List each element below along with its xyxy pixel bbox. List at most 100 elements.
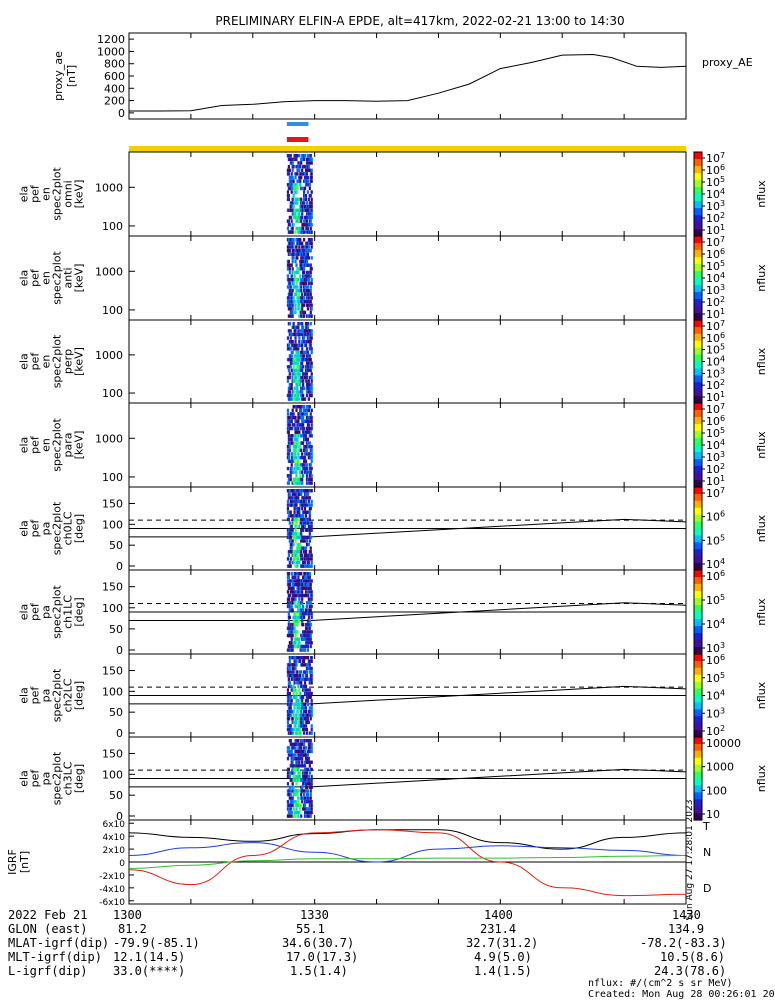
spectrogram-pixel [309,194,312,198]
colorbar-tick-label: 106 [706,414,725,428]
spectrogram-pixel [302,379,305,383]
spectrogram-pixel [304,281,308,286]
spectrogram-pixel [289,706,292,710]
spectrogram-pixel [289,496,292,500]
spectrogram-pixel [295,281,298,286]
spectrogram-pixel [310,810,313,815]
colorbar-tick-label: 104 [706,438,725,452]
spectrogram-pixel [287,197,290,202]
spectrogram-pixel [303,405,306,409]
spectrogram-pixel [303,204,307,209]
colorbar-tick-label: 104 [706,187,725,201]
spectrogram-pixel [290,699,293,703]
spectrogram-pixel [300,248,303,253]
spectrogram-pixel [291,208,294,212]
spectrogram-pixel [303,296,306,300]
spectrogram-pixel [310,557,313,561]
spectrogram-pixel [303,593,307,598]
colorbar-segment [694,757,702,762]
spectrogram-pixel [305,299,309,304]
spectrogram-pixel [307,256,310,260]
spectrogram-pixel [293,514,296,518]
spectrogram-pixel [306,226,310,231]
spectrogram-pixel [292,586,295,590]
spectrogram-pixel [306,161,310,165]
spectrogram-pixel [300,532,303,536]
spectrogram-pixel [300,332,303,337]
spectrogram-pixel [298,397,301,401]
spectrogram-pixel [291,212,294,216]
spectrogram-pixel [296,183,299,187]
colorbar-tick-label: 106 [706,247,725,261]
spectrogram-pixel [294,343,297,347]
spectrogram-pixel [297,419,300,423]
spectrogram-pixel [297,238,300,242]
colorbar-tick-label: 101 [706,474,725,488]
spectrogram-pixel [305,375,309,380]
spectrogram-pixel [291,307,294,311]
spectrogram-pixel [290,764,293,768]
spectrogram-pixel [300,408,303,413]
spectrogram-pixel [309,219,312,223]
y-tick-label: 600 [104,70,125,83]
spectrogram-pixel [304,514,308,518]
spectrogram-pixel [286,727,290,732]
colorbar-frame [693,736,703,821]
spectrogram-pixel [304,343,308,347]
spectrogram-pixel [293,481,296,485]
spectrogram-pixel [300,681,303,685]
spectrogram-pixel [293,466,296,471]
spectrogram-pixel [290,727,293,732]
spectrogram-pixel [289,792,292,797]
spectrogram-pixel [294,354,297,358]
y-tick-label: 50 [109,623,123,636]
spectrogram-pixel [289,336,292,340]
spectrogram-pixel [308,532,311,536]
spectrogram-pixel [307,477,310,482]
spectrogram-pixel [291,259,294,264]
spectrogram-pixel [299,179,302,183]
spectrogram-pixel [309,792,312,797]
colorbar-segment [694,413,702,418]
colorbar-segment [694,591,702,596]
spectrogram-pixel [291,408,294,413]
colorbar-segment [694,462,702,467]
spectrogram-pixel [288,415,291,420]
colorbar-segment [694,768,702,773]
spectrogram-pixel [310,347,313,351]
spectrogram-pixel [286,154,290,158]
spectrogram-pixel [289,713,292,717]
colorbar-segment [694,166,702,171]
spectrogram-pixel [286,408,290,413]
y-tick-label: 50 [109,789,123,802]
spectrogram-pixel [286,724,290,728]
spectrogram-pixel [310,419,313,423]
spectrogram-pixel [301,204,304,209]
spectrogram-pixel [291,590,294,594]
spectrogram-pixel [300,365,303,369]
spectrogram-frame-2 [128,319,687,404]
spectrogram-pixel [310,168,313,172]
spectrogram-pixel [301,434,304,438]
spectrogram-pixel [298,299,301,304]
spectrogram-pixel [288,691,291,696]
spectrogram-pixel [296,481,299,485]
spectrogram-pixel [308,619,311,623]
spectrogram-pixel [297,278,300,282]
colorbar-segment [694,246,702,251]
spectrogram-pixel [300,746,303,750]
spectrogram-pixel [290,219,293,223]
spectrogram-pixel [306,622,310,627]
colorbar-segment [694,563,702,568]
spectrogram-pixel [297,347,300,351]
spectrogram-pixel [301,656,304,660]
colorbar-segment [694,504,702,509]
spectrogram-pixel [301,800,304,804]
spectrogram-pixel [292,746,295,750]
spectrogram-pixel [296,256,299,260]
spectrogram-pixel [287,314,290,318]
spectrogram-pixel [302,706,305,710]
spectrogram-pixel [299,542,302,547]
spectrogram-pixel [294,172,297,176]
